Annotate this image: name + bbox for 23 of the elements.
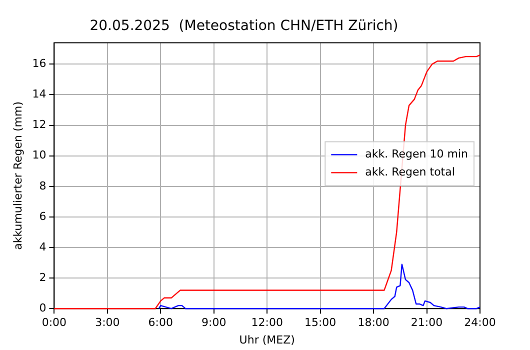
x-tick-label: 21:00 — [410, 316, 443, 330]
chart-title: 20.05.2025 (Meteostation CHN/ETH Zürich) — [90, 18, 398, 34]
x-tick-label: 9:00 — [202, 316, 226, 330]
x-tick-label: 3:00 — [95, 316, 120, 330]
x-tick-label: 18:00 — [358, 316, 390, 330]
y-tick-label: 4 — [39, 240, 46, 254]
x-tick-label: 12:00 — [251, 316, 283, 330]
x-tick-label: 0:00 — [42, 316, 67, 330]
y-tick-label: 12 — [32, 118, 46, 132]
legend-label: akk. Regen total — [365, 166, 455, 179]
y-tick-label: 6 — [39, 210, 46, 223]
y-tick-label: 10 — [32, 148, 46, 162]
legend-label: akk. Regen 10 min — [365, 148, 468, 161]
x-axis-title: Uhr (MEZ) — [239, 333, 295, 346]
y-tick-label: 0 — [39, 301, 46, 314]
y-tick-label: 2 — [39, 270, 46, 284]
x-tick-label: 15:00 — [304, 316, 336, 330]
y-tick-label: 16 — [32, 57, 46, 70]
y-tick-label: 14 — [32, 88, 46, 101]
y-tick-label: 8 — [39, 179, 46, 192]
y-axis-title: akkumulierter Regen (mm) — [11, 101, 24, 250]
x-tick-label: 6:00 — [148, 316, 173, 330]
x-tick-label: 24:00 — [464, 316, 496, 330]
